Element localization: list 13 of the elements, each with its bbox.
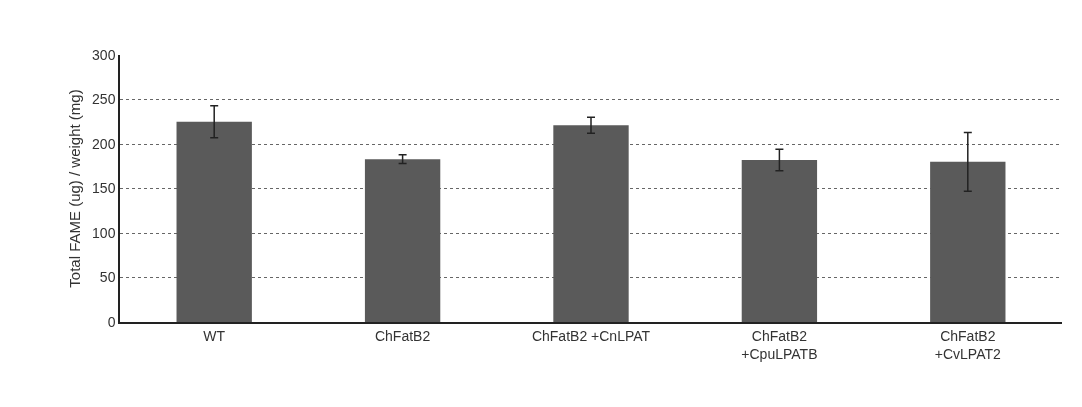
- x-tick-label: ChFatB2 +CnLPAT: [531, 327, 651, 344]
- y-tick-label: 150: [92, 180, 116, 197]
- y-tick-label: 0: [107, 313, 116, 330]
- y-tick-label: 250: [92, 91, 116, 108]
- y-tick-label: 300: [92, 46, 116, 63]
- y-tick-label: 50: [99, 269, 116, 286]
- y-tick-label: 100: [92, 224, 116, 241]
- x-tick-label: WT: [203, 327, 226, 344]
- x-tick-label: ChFatB2: [374, 327, 431, 344]
- y-axis-title: Total FAME (ug) / weight (mg): [65, 89, 83, 288]
- x-tick-label: ChFatB2 +CpuLPATB: [741, 327, 818, 362]
- y-tick-label: 200: [92, 135, 116, 152]
- x-tick-label: ChFatB2 +CvLPAT2: [934, 327, 1002, 362]
